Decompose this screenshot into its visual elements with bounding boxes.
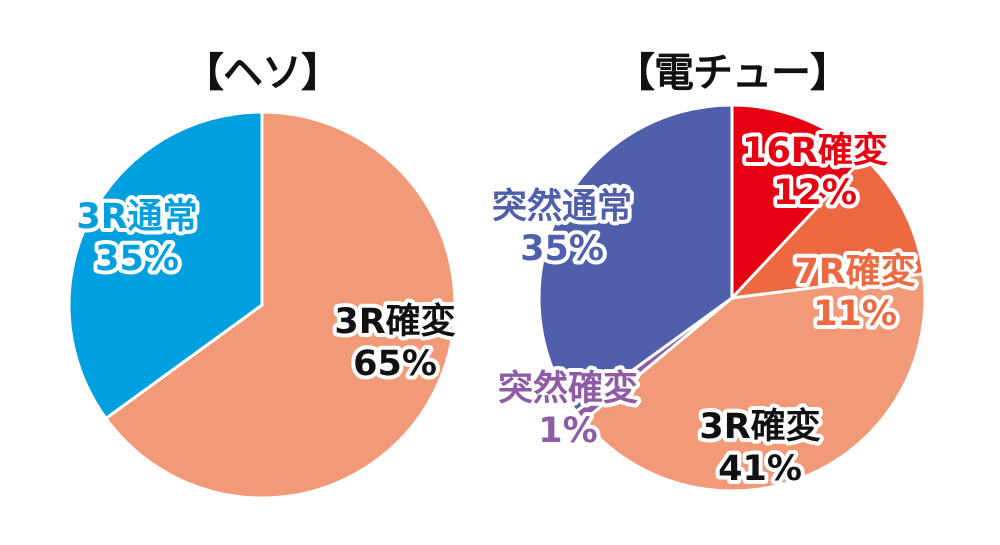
pie-1-slice-0-percent: 12% xyxy=(773,173,857,213)
pie-1-slice-4-name: 突然通常 xyxy=(492,186,632,227)
heso-chart-title: 【ヘソ】 xyxy=(184,50,341,96)
pie-1-slice-1-label: 7R確変 11% xyxy=(794,251,915,334)
pie-1-slice-0-label: 16R確変 12% xyxy=(742,130,888,213)
pie-0-slice-1-percent: 35% xyxy=(95,239,179,279)
pie-1-slice-2-percent: 41% xyxy=(718,449,802,489)
pie-1-slice-0-name: 16R確変 xyxy=(742,130,888,171)
pie-1-slice-2 xyxy=(581,272,927,493)
pie-0-slice-0 xyxy=(104,110,457,500)
denchu-chart-title: 【電チュー】 xyxy=(615,50,850,96)
pie-0-slice-1-name: 3R通常 xyxy=(76,197,197,237)
pie-1-slice-1-name: 7R確変 xyxy=(794,251,915,292)
pie-1-slice-4-percent: 35% xyxy=(520,229,604,269)
pie-1-slice-0 xyxy=(730,103,866,300)
pie-0-slice-0-name: 3R確変 xyxy=(334,301,455,342)
pie-1-slice-4 xyxy=(537,103,734,413)
pie-0-slice-0-percent: 65% xyxy=(353,344,437,384)
pie-1-slice-1 xyxy=(730,155,925,300)
pie-0-slice-0-label: 3R確変 65% xyxy=(334,301,455,384)
pie-1-slice-3-label: 突然確変 1% xyxy=(498,368,638,451)
pie-1-slice-4-label: 突然通常 35% xyxy=(492,186,632,269)
pie-1-slice-3-percent: 1% xyxy=(538,411,597,451)
pie-1-slice-1-percent: 11% xyxy=(813,294,897,334)
pie-0-slice-1 xyxy=(67,110,264,420)
pie-0-slice-1-label: 3R通常 35% xyxy=(76,197,197,279)
pie-1-slice-2-label: 3R確変 41% xyxy=(699,406,820,489)
pie-1-slice-2-name: 3R確変 xyxy=(699,406,820,447)
pie-1-slice-3-name: 突然確変 xyxy=(498,368,638,409)
